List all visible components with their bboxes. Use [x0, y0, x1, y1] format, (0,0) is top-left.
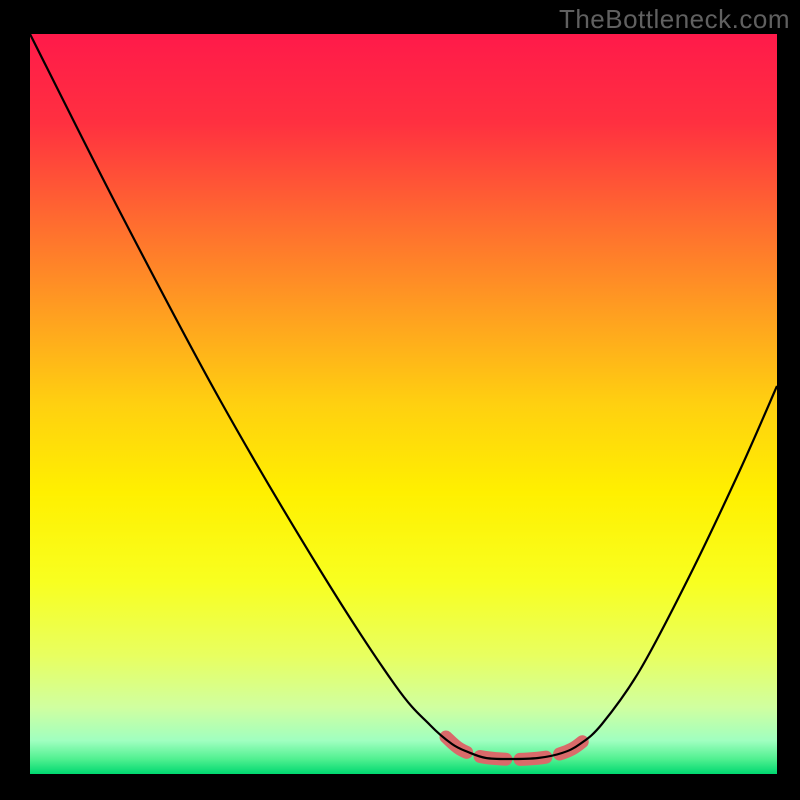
chart-stage: TheBottleneck.com [0, 0, 800, 800]
bottleneck-curve-chart [0, 0, 800, 800]
gradient-background [30, 34, 777, 774]
watermark-text: TheBottleneck.com [559, 4, 790, 35]
